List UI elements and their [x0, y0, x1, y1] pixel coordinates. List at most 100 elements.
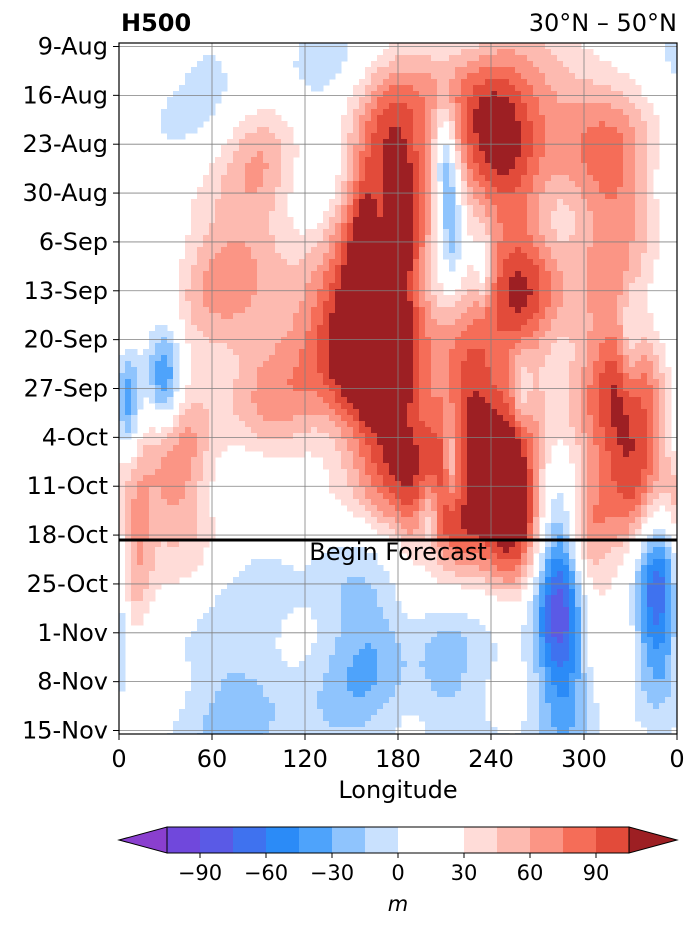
field-cell: [617, 331, 624, 338]
field-cell: [593, 79, 600, 86]
field-cell: [221, 337, 228, 344]
field-cell: [401, 91, 408, 98]
field-cell: [563, 391, 570, 398]
field-cell: [575, 397, 582, 404]
field-cell: [305, 259, 312, 266]
field-cell: [521, 169, 528, 176]
field-cell: [335, 217, 342, 224]
field-cell: [263, 445, 270, 452]
field-cell: [461, 103, 468, 110]
field-cell: [539, 361, 546, 368]
field-cell: [563, 307, 570, 314]
field-cell: [239, 367, 246, 374]
field-cell: [635, 397, 642, 404]
field-cell: [479, 235, 486, 242]
field-cell: [281, 451, 288, 458]
field-cell: [371, 271, 378, 278]
field-cell: [257, 217, 264, 224]
field-cell: [257, 361, 264, 368]
field-cell: [233, 133, 240, 140]
field-cell: [515, 241, 522, 248]
field-cell: [401, 199, 408, 206]
field-cell: [629, 265, 636, 272]
field-cell: [503, 433, 510, 440]
field-cell: [341, 265, 348, 272]
field-cell: [305, 67, 312, 74]
field-cell: [623, 217, 630, 224]
field-cell: [371, 145, 378, 152]
field-cell: [119, 409, 126, 416]
field-cell: [401, 49, 408, 56]
field-cell: [611, 295, 618, 302]
field-cell: [245, 121, 252, 128]
field-cell: [491, 223, 498, 230]
field-cell: [479, 403, 486, 410]
field-cell: [287, 145, 294, 152]
field-cell: [563, 109, 570, 116]
field-cell: [659, 379, 666, 386]
field-cell: [275, 295, 282, 302]
field-cell: [617, 139, 624, 146]
field-cell: [521, 403, 528, 410]
field-cell: [401, 133, 408, 140]
field-cell: [521, 415, 528, 422]
field-cell: [467, 55, 474, 62]
field-cell: [203, 241, 210, 248]
field-cell: [407, 427, 414, 434]
field-cell: [341, 217, 348, 224]
field-cell: [323, 295, 330, 302]
field-cell: [359, 193, 366, 200]
field-cell: [497, 253, 504, 260]
field-cell: [563, 127, 570, 134]
field-cell: [203, 313, 210, 320]
field-cell: [239, 271, 246, 278]
field-cell: [179, 421, 186, 428]
field-cell: [509, 85, 516, 92]
field-cell: [509, 187, 516, 194]
field-cell: [161, 325, 168, 332]
field-cell: [623, 91, 630, 98]
field-cell: [281, 409, 288, 416]
field-cell: [467, 421, 474, 428]
field-cell: [239, 181, 246, 188]
field-cell: [155, 325, 162, 332]
field-cell: [431, 433, 438, 440]
field-cell: [353, 235, 360, 242]
field-cell: [245, 151, 252, 158]
field-cell: [443, 247, 450, 254]
field-cell: [197, 313, 204, 320]
field-cell: [557, 199, 564, 206]
field-cell: [377, 415, 384, 422]
field-cell: [497, 223, 504, 230]
field-cell: [371, 253, 378, 260]
field-cell: [599, 313, 606, 320]
field-cell: [323, 439, 330, 446]
field-cell: [533, 379, 540, 386]
field-cell: [617, 289, 624, 296]
field-cell: [401, 163, 408, 170]
field-cell: [125, 355, 132, 362]
field-cell: [599, 103, 606, 110]
field-cell: [407, 157, 414, 164]
field-cell: [599, 325, 606, 332]
field-cell: [131, 427, 138, 434]
field-cell: [137, 397, 144, 404]
field-cell: [569, 79, 576, 86]
field-cell: [509, 151, 516, 158]
field-cell: [281, 259, 288, 266]
field-cell: [539, 133, 546, 140]
field-cell: [545, 343, 552, 350]
field-cell: [341, 181, 348, 188]
field-cell: [617, 103, 624, 110]
field-cell: [587, 379, 594, 386]
field-cell: [233, 205, 240, 212]
field-cell: [143, 451, 150, 458]
field-cell: [473, 115, 480, 122]
field-cell: [131, 367, 138, 374]
field-cell: [617, 355, 624, 362]
field-cell: [623, 175, 630, 182]
field-cell: [215, 349, 222, 356]
field-cell: [479, 103, 486, 110]
field-cell: [515, 121, 522, 128]
field-cell: [317, 73, 324, 80]
